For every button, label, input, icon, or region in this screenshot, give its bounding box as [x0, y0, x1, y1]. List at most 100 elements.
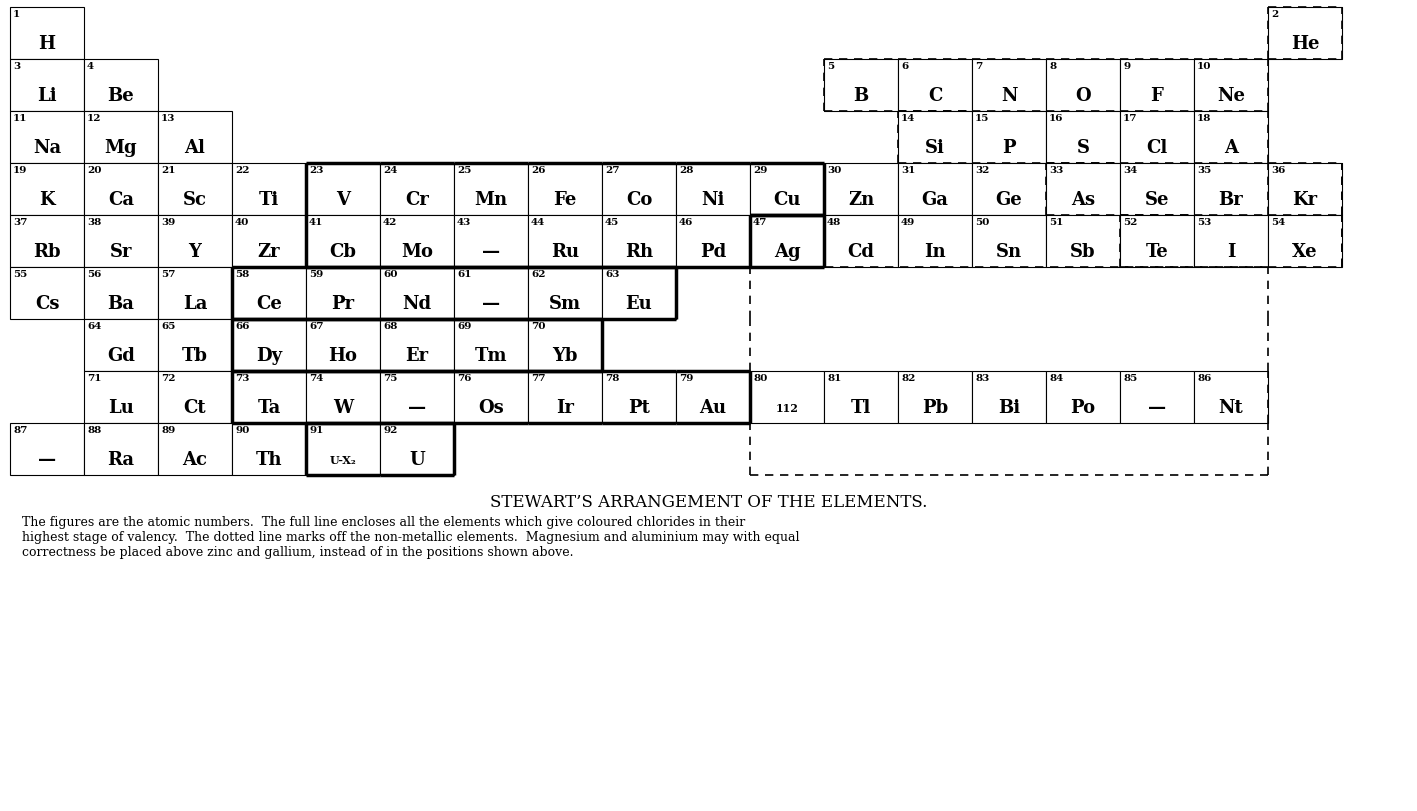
Text: Mg: Mg	[105, 139, 137, 157]
Text: 72: 72	[162, 374, 176, 383]
Text: 27: 27	[605, 165, 619, 175]
Text: 9: 9	[1124, 62, 1131, 71]
Text: 10: 10	[1197, 62, 1212, 71]
Text: 65: 65	[162, 322, 176, 331]
Text: 33: 33	[1049, 165, 1063, 175]
Text: Nd: Nd	[402, 295, 432, 313]
Text: 36: 36	[1271, 165, 1285, 175]
Bar	[972, 112, 1046, 164]
Text: 5: 5	[828, 62, 835, 71]
Text: 112: 112	[775, 402, 798, 414]
Text: 86: 86	[1197, 374, 1212, 383]
Text: 76: 76	[458, 374, 472, 383]
Text: H: H	[38, 36, 55, 54]
Text: 23: 23	[309, 165, 323, 175]
Text: Se: Se	[1145, 191, 1169, 209]
Text: Os: Os	[478, 399, 504, 417]
Text: A: A	[1224, 139, 1238, 157]
Bar	[825, 164, 898, 216]
Text: Mo: Mo	[401, 243, 434, 261]
Text: 63: 63	[605, 270, 619, 279]
Text: 43: 43	[458, 217, 472, 227]
Text: Si: Si	[925, 139, 945, 157]
Text: 64: 64	[86, 322, 102, 331]
Text: Cl: Cl	[1146, 139, 1168, 157]
Text: highest stage of valency.  The dotted line marks off the non-metallic elements. : highest stage of valency. The dotted lin…	[23, 530, 799, 543]
Text: 42: 42	[383, 217, 397, 227]
Text: STEWART’S ARRANGEMENT OF THE ELEMENTS.: STEWART’S ARRANGEMENT OF THE ELEMENTS.	[490, 493, 927, 510]
Text: 22: 22	[235, 165, 249, 175]
Bar	[159, 268, 232, 320]
Text: 92: 92	[383, 426, 397, 435]
Text: 48: 48	[828, 217, 842, 227]
Text: Pt: Pt	[628, 399, 650, 417]
Text: 24: 24	[383, 165, 397, 175]
Text: Al: Al	[184, 139, 205, 157]
Bar	[453, 268, 529, 320]
Text: Mn: Mn	[475, 191, 507, 209]
Bar	[529, 216, 602, 268]
Text: 51: 51	[1049, 217, 1063, 227]
Text: 88: 88	[86, 426, 101, 435]
Bar	[453, 371, 529, 423]
Text: Te: Te	[1145, 243, 1169, 261]
Bar	[84, 423, 159, 475]
Bar	[306, 423, 380, 475]
Text: Tb: Tb	[181, 347, 208, 365]
Text: 52: 52	[1124, 217, 1138, 227]
Bar	[750, 216, 825, 268]
Bar	[1195, 371, 1268, 423]
Text: 70: 70	[531, 322, 546, 331]
Text: W: W	[333, 399, 353, 417]
Bar	[1046, 60, 1119, 112]
Text: 81: 81	[828, 374, 842, 383]
Bar	[10, 268, 84, 320]
Text: Ti: Ti	[259, 191, 279, 209]
Text: Rh: Rh	[625, 243, 653, 261]
Text: Dy: Dy	[256, 347, 282, 365]
Bar	[898, 371, 972, 423]
Text: 14: 14	[901, 114, 915, 122]
Text: 25: 25	[458, 165, 472, 175]
Text: 38: 38	[86, 217, 101, 227]
Text: —: —	[482, 295, 500, 313]
Text: 31: 31	[901, 165, 915, 175]
Text: Gd: Gd	[108, 347, 135, 365]
Text: 20: 20	[86, 165, 102, 175]
Text: Tm: Tm	[475, 347, 507, 365]
Text: 8: 8	[1049, 62, 1056, 71]
Bar	[1119, 164, 1195, 216]
Text: Pr: Pr	[332, 295, 354, 313]
Bar	[232, 216, 306, 268]
Bar	[84, 216, 159, 268]
Text: 41: 41	[309, 217, 323, 227]
Text: 80: 80	[752, 374, 768, 383]
Text: U: U	[410, 451, 425, 469]
Bar	[529, 164, 602, 216]
Text: 91: 91	[309, 426, 323, 435]
Text: 1: 1	[13, 10, 20, 19]
Bar	[1268, 8, 1342, 60]
Bar	[84, 60, 159, 112]
Text: 57: 57	[162, 270, 176, 279]
Bar	[602, 216, 676, 268]
Text: 35: 35	[1197, 165, 1212, 175]
Text: Ga: Ga	[921, 191, 948, 209]
Bar	[453, 216, 529, 268]
Text: 82: 82	[901, 374, 915, 383]
Text: Sn: Sn	[996, 243, 1022, 261]
Text: 11: 11	[13, 114, 27, 122]
Text: 12: 12	[86, 114, 102, 122]
Text: 6: 6	[901, 62, 908, 71]
Bar	[529, 320, 602, 371]
Text: 40: 40	[235, 217, 249, 227]
Text: C: C	[928, 88, 942, 105]
Text: Fe: Fe	[553, 191, 577, 209]
Bar	[825, 216, 898, 268]
Bar	[1046, 164, 1119, 216]
Text: 62: 62	[531, 270, 546, 279]
Text: He: He	[1291, 36, 1319, 54]
Bar	[750, 371, 825, 423]
Text: 73: 73	[235, 374, 249, 383]
Bar	[972, 216, 1046, 268]
